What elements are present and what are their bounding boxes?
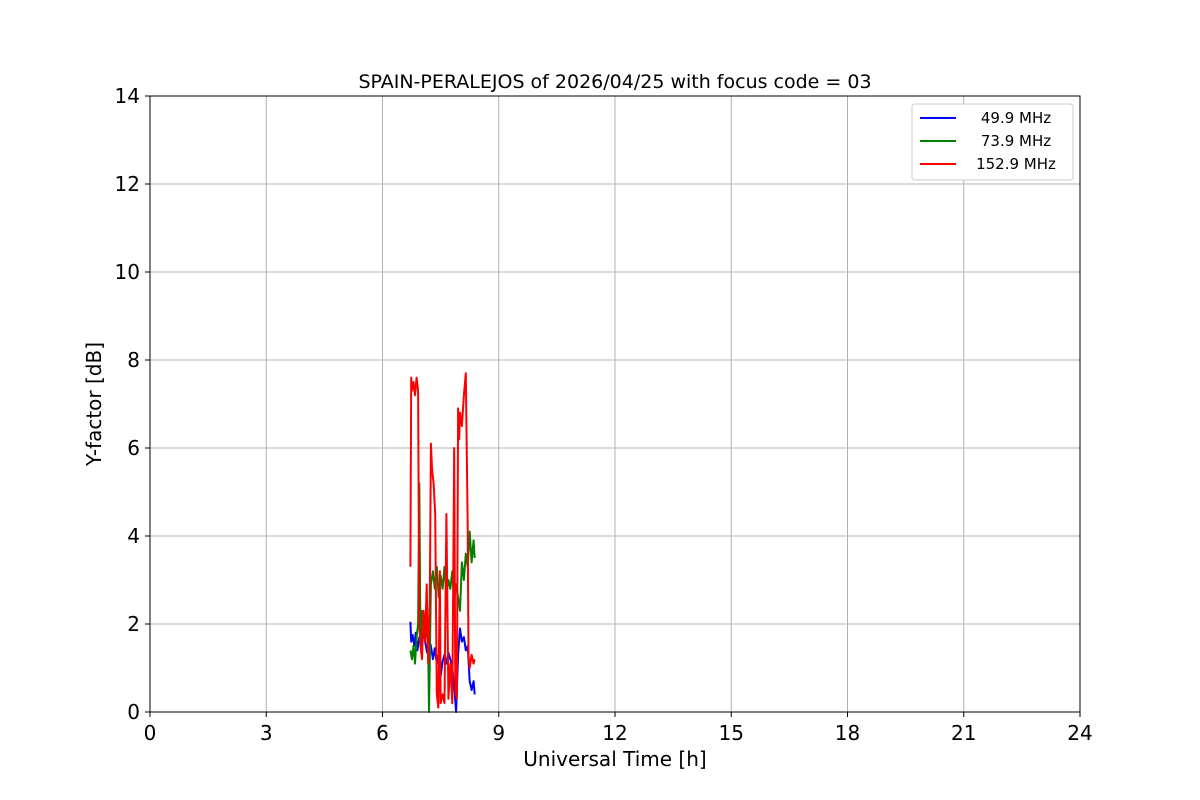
y-tick-label: 14: [115, 84, 140, 108]
legend-label: 73.9 MHz: [981, 132, 1051, 150]
y-tick-label: 4: [127, 524, 140, 548]
x-tick-label: 15: [719, 721, 744, 745]
y-tick-label: 2: [127, 612, 140, 636]
x-tick-label: 12: [602, 721, 627, 745]
x-tick-label: 0: [144, 721, 157, 745]
x-tick-label: 21: [951, 721, 976, 745]
x-tick-label: 6: [376, 721, 389, 745]
y-tick-label: 0: [127, 700, 140, 724]
x-tick-label: 3: [260, 721, 273, 745]
legend-label: 152.9 MHz: [976, 155, 1056, 173]
y-axis: 0 2 4 6 8 10 12 14: [115, 84, 150, 724]
legend-box: [911, 103, 1074, 181]
chart-title: SPAIN-PERALEJOS of 2026/04/25 with focus…: [358, 71, 871, 93]
series-line-152-9-mhz: [409, 372, 476, 709]
y-tick-label: 12: [115, 172, 140, 196]
y-tick-label: 6: [127, 436, 140, 460]
x-tick-label: 24: [1067, 721, 1092, 745]
x-axis-label: Universal Time [h]: [523, 747, 706, 771]
series-line-49-9-mhz: [409, 621, 476, 713]
legend-label: 49.9 MHz: [981, 109, 1051, 127]
series-layer: [409, 372, 476, 713]
y-tick-label: 10: [115, 260, 140, 284]
x-tick-label: 9: [492, 721, 505, 745]
x-axis: 0 3 6 9 12 15 18 21 24: [144, 712, 1093, 745]
legend: 49.9 MHz 73.9 MHz 152.9 MHz: [911, 103, 1074, 181]
y-tick-label: 8: [127, 348, 140, 372]
y-axis-label: Y-factor [dB]: [82, 342, 106, 467]
x-tick-label: 18: [835, 721, 860, 745]
